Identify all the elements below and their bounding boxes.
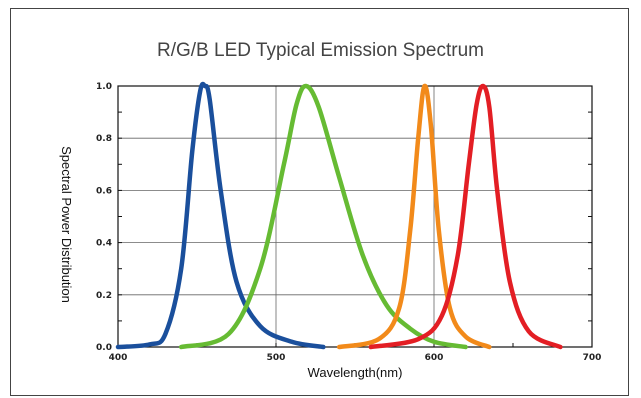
- x-axis-label: Wavelength(nm): [308, 365, 403, 380]
- series-line-1: [115, 81, 326, 350]
- y-axis-label: Spectral Power Distribution: [59, 146, 74, 303]
- chart-frame: [10, 8, 629, 396]
- series-line-4: [368, 83, 563, 350]
- y-tick-label: 1.0: [96, 82, 112, 92]
- y-tick-label: 0.2: [96, 291, 112, 301]
- x-tick-label: 700: [583, 353, 602, 363]
- series-line-2: [178, 83, 468, 350]
- series-group: [115, 81, 563, 350]
- y-tick-label: 0.6: [96, 186, 112, 196]
- plot-area-border: [117, 85, 593, 348]
- series-line-3: [336, 83, 492, 350]
- y-tick-label: 0.4: [96, 239, 112, 249]
- grid: [118, 86, 592, 347]
- y-tick-label: 0.8: [96, 134, 112, 144]
- x-tick-label: 400: [109, 353, 128, 363]
- axis-ticks: 400 500 600 700 0.0 0.2 0.4 0.6 0.8 1.0: [96, 82, 601, 363]
- y-tick-label: 0.0: [96, 343, 112, 353]
- chart-title: R/G/B LED Typical Emission Spectrum: [157, 40, 484, 61]
- x-tick-label: 600: [425, 353, 444, 363]
- x-tick-label: 500: [267, 353, 286, 363]
